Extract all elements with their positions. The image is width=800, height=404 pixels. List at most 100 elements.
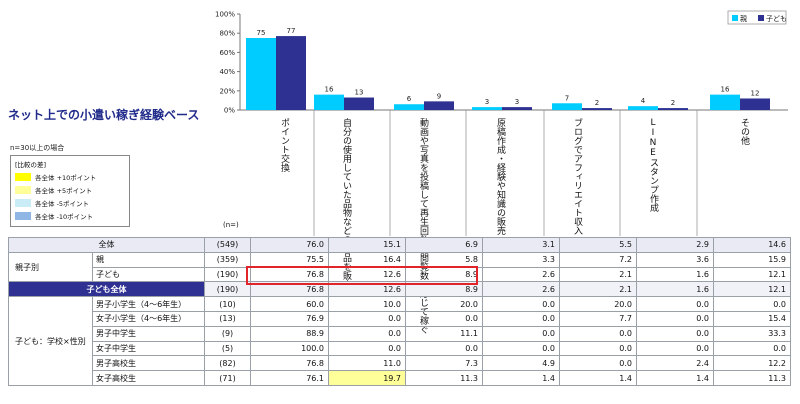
- bar-value-label: 13: [355, 89, 364, 97]
- cell: 12.1: [713, 266, 791, 283]
- column-header-blog-affiliate: ブログでアフィリエイト収入: [572, 118, 582, 235]
- bar-value-label: 16: [721, 86, 730, 94]
- bar-parent: [472, 107, 502, 110]
- page-title: ネット上での小遣い稼ぎ経験ベース: [8, 108, 200, 122]
- row-n: (5): [204, 340, 251, 357]
- y-tick-label: 20%: [219, 87, 235, 95]
- cell: 1.4: [559, 370, 637, 386]
- bar-value-label: 3: [485, 98, 489, 106]
- bar-value-label: 2: [671, 99, 675, 107]
- cell: 1.6: [636, 281, 714, 298]
- cell: 7.3: [405, 355, 483, 372]
- cell: 0.0: [405, 340, 483, 357]
- cell: 0.0: [328, 325, 406, 342]
- bar-child: [276, 36, 306, 110]
- cell: 2.1: [559, 281, 637, 298]
- cell: 0.0: [405, 310, 483, 327]
- cell: 10.0: [328, 296, 406, 312]
- cell: 11.1: [405, 325, 483, 342]
- difference-legend-title: [比較の差]: [15, 161, 47, 169]
- cell: 2.1: [559, 266, 637, 283]
- cell: 75.5: [250, 251, 329, 268]
- cell: 2.9: [636, 237, 714, 253]
- bar-value-label: 6: [407, 95, 412, 103]
- diff-label: 各全体 -5ポイント: [35, 200, 90, 208]
- cell: 76.8: [250, 355, 329, 372]
- legend-swatch: [732, 15, 738, 21]
- table-row: 女子小学生（4～6年生） (13) 76.9 0.0 0.0 0.0 7.7 0…: [9, 310, 791, 327]
- column-header-other: その他: [739, 118, 749, 145]
- legend-label: 子ども: [766, 15, 787, 23]
- column-header-manuscript: 原稿作成・経験や知識の販売: [495, 118, 505, 235]
- cell: 1.6: [636, 266, 714, 283]
- diff-swatch: [15, 212, 31, 220]
- bar-value-label: 3: [515, 98, 519, 106]
- row-label: 女子小学生（4～6年生）: [92, 310, 205, 327]
- row-n: (359): [204, 251, 251, 268]
- row-n: (71): [204, 370, 251, 386]
- bar-parent: [628, 106, 658, 110]
- row-label: 女子高校生: [92, 370, 205, 386]
- bar-value-label: 12: [751, 89, 760, 97]
- diff-swatch: [15, 199, 31, 207]
- cell: 16.4: [328, 251, 406, 268]
- cell: 3.3: [482, 251, 560, 268]
- cell: 11.3: [713, 370, 791, 386]
- row-label: 女子中学生: [92, 340, 205, 357]
- cell: 7.2: [559, 251, 637, 268]
- cell: 14.6: [713, 237, 791, 253]
- row-label: 男子小学生（4～6年生）: [92, 296, 205, 312]
- cell: 8.9: [405, 281, 483, 298]
- cell: 4.9: [482, 355, 560, 372]
- highlight-box: [246, 266, 478, 285]
- bar-child: [740, 98, 770, 110]
- cell: 0.0: [636, 325, 714, 342]
- diff-item-minus5: 各全体 -5ポイント: [15, 198, 125, 208]
- cell: 76.9: [250, 310, 329, 327]
- bar-parent: [394, 104, 424, 110]
- column-header-line-stamp: LINEスタンプ作成: [648, 118, 658, 212]
- legend-swatch: [758, 15, 764, 21]
- cell: 0.0: [713, 296, 791, 312]
- cell: 6.9: [405, 237, 483, 253]
- table-row: 全体 (549) 76.0 15.1 6.9 3.1 5.5 2.9 14.6: [8, 237, 791, 253]
- cell: 7.7: [559, 310, 637, 327]
- table-row: 女子高校生 (71) 76.1 19.7 11.3 1.4 1.4 1.4 11…: [9, 370, 791, 386]
- bar-parent: [246, 38, 276, 110]
- bar-value-label: 9: [437, 92, 441, 100]
- cell: 0.0: [636, 340, 714, 357]
- cell: 33.3: [713, 325, 791, 342]
- row-label: 子ども: [92, 266, 205, 283]
- cell: 15.4: [713, 310, 791, 327]
- legend-label: 親: [740, 14, 747, 23]
- bar-child: [424, 101, 454, 110]
- bar-value-label: 2: [595, 99, 599, 107]
- row-label: 男子中学生: [92, 325, 205, 342]
- cell: 2.6: [482, 281, 560, 298]
- cell: 3.1: [482, 237, 560, 253]
- cell: 0.0: [713, 340, 791, 357]
- group-label: 親子別: [8, 251, 93, 283]
- cell: 0.0: [559, 340, 637, 357]
- row-n: (9): [204, 325, 251, 342]
- bar-value-label: 16: [325, 86, 334, 94]
- cell: 1.4: [482, 370, 560, 386]
- bar-parent: [314, 94, 344, 110]
- bar-parent: [552, 103, 582, 110]
- cell: 0.0: [559, 325, 637, 342]
- diff-item-minus10: 各全体 -10ポイント: [15, 211, 125, 221]
- column-header-video-posting: 動画や写真を投稿して再生回数・閲覧数に応じて稼ぐ: [418, 118, 428, 334]
- row-n: (190): [204, 266, 251, 283]
- cell: 11.0: [328, 355, 406, 372]
- cell: 0.0: [482, 325, 560, 342]
- cell: 3.6: [636, 251, 714, 268]
- diff-label: 各全体 +5ポイント: [35, 187, 93, 195]
- bar-child: [658, 108, 688, 110]
- diff-label: 各全体 -10ポイント: [35, 213, 94, 221]
- cell: 20.0: [559, 296, 637, 312]
- table-row: 男子高校生 (82) 76.8 11.0 7.3 4.9 0.0 2.4 12.…: [9, 355, 791, 372]
- row-n: (82): [204, 355, 251, 372]
- data-table: 全体 (549) 76.0 15.1 6.9 3.1 5.5 2.9 14.6 …: [8, 237, 791, 386]
- row-label: 親: [92, 251, 205, 268]
